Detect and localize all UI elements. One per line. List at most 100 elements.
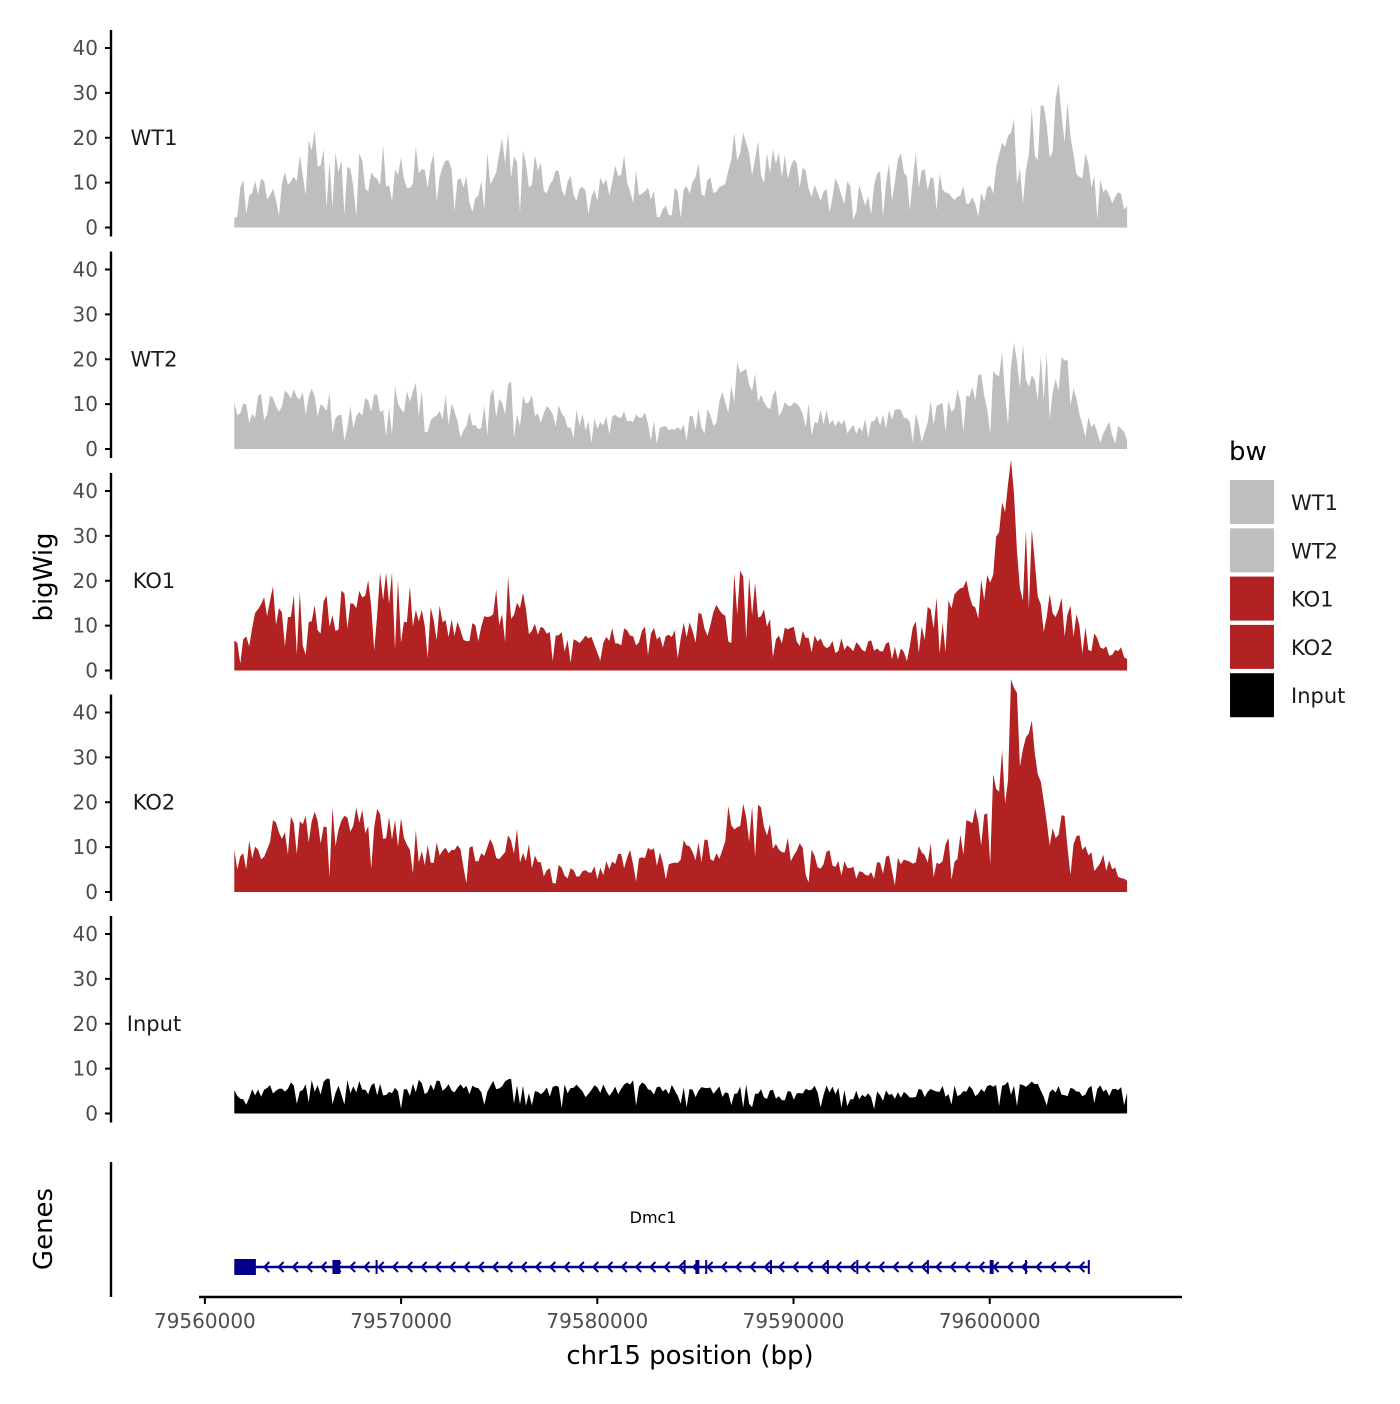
legend-swatch-wt2 [1230, 528, 1274, 573]
y-tick-label: 20 [73, 347, 98, 371]
tracks: 0 10 20 30 40 WT1 0 10 20 30 40 WT2 0 10 20 30 40 KO1 0 10 2… [73, 30, 1128, 1126]
strand-arrow [649, 1261, 657, 1273]
strand-arrow [291, 1261, 299, 1273]
y-tick-label: 20 [73, 126, 98, 150]
gene-exon [769, 1260, 772, 1274]
track-label-wt2: WT2 [131, 347, 178, 371]
area-wt2 [234, 342, 1128, 449]
legend-label-ko2: KO2 [1291, 636, 1334, 660]
strand-arrow [892, 1261, 900, 1273]
genes-panel: Genes Dmc1 [29, 1162, 1090, 1297]
gene-exon [1025, 1260, 1028, 1274]
x-tick-label: 79570000 [350, 1309, 452, 1333]
gene-exon [1087, 1260, 1090, 1274]
strand-arrow [277, 1261, 285, 1273]
strand-arrow [720, 1261, 728, 1273]
strand-arrow [606, 1261, 614, 1273]
y-tick-label: 0 [85, 880, 98, 904]
gene-exon [234, 1259, 256, 1275]
legend-items: WT1 WT2 KO1 KO2 Input [1230, 480, 1345, 718]
strand-arrow [348, 1261, 356, 1273]
strand-arrow [749, 1261, 757, 1273]
y-tick-label: 20 [73, 790, 98, 814]
y-tick-label: 0 [85, 216, 98, 240]
strand-arrow [634, 1261, 642, 1273]
strand-arrow [949, 1261, 957, 1273]
gene-exon [826, 1260, 829, 1274]
strand-arrow [906, 1261, 914, 1273]
strand-arrow [963, 1261, 971, 1273]
strand-arrow [1006, 1261, 1014, 1273]
strand-arrow [677, 1261, 685, 1273]
area-ko1 [234, 459, 1128, 671]
track-ko2: 0 10 20 30 40 KO2 [73, 679, 1128, 904]
legend: bw WT1 WT2 KO1 KO2 Input [1229, 437, 1345, 718]
y-tick-label: 20 [73, 1012, 98, 1036]
strand-arrow [620, 1261, 628, 1273]
y-tick-label: 10 [73, 835, 98, 859]
y-tick-label: 40 [73, 258, 98, 282]
strand-arrow [548, 1261, 557, 1273]
legend-label-input: Input [1291, 684, 1345, 708]
strand-arrow [577, 1261, 585, 1273]
area-ko2 [234, 679, 1128, 892]
strand-arrow [405, 1261, 414, 1273]
strand-arrow [734, 1261, 742, 1273]
y-tick-label: 30 [73, 967, 98, 991]
y-tick-label: 0 [85, 1102, 98, 1126]
strand-arrow [792, 1261, 800, 1273]
strand-arrow [1049, 1261, 1057, 1273]
x-axis-title: chr15 position (bp) [566, 1341, 813, 1371]
strand-arrow [305, 1261, 313, 1273]
strand-arrow [448, 1261, 456, 1273]
track-wt2: 0 10 20 30 40 WT2 [73, 251, 1128, 461]
legend-label-wt1: WT1 [1291, 491, 1338, 515]
strand-arrow [420, 1261, 428, 1273]
strand-arrow [534, 1261, 542, 1273]
strand-arrow [777, 1261, 785, 1273]
gene-exon [695, 1260, 700, 1274]
y-tick-label: 10 [73, 392, 98, 416]
strand-arrow [977, 1261, 986, 1273]
gene-exon [332, 1260, 341, 1274]
strand-arrow [877, 1261, 885, 1273]
track-input: 0 10 20 30 40 Input [73, 916, 1128, 1126]
track-wt1: 0 10 20 30 40 WT1 [73, 30, 1128, 240]
y-tick-label: 40 [73, 36, 98, 60]
strand-arrow [806, 1261, 814, 1273]
y-tick-label: 40 [73, 479, 98, 503]
track-ko1: 0 10 20 30 40 KO1 [73, 459, 1128, 683]
y-tick-label: 30 [73, 302, 98, 326]
y-tick-label: 20 [73, 569, 98, 593]
gene-exon [705, 1260, 708, 1274]
track-label-wt1: WT1 [131, 126, 178, 150]
strand-arrow [820, 1261, 828, 1273]
strand-arrow [506, 1261, 514, 1273]
track-label-input: Input [127, 1012, 181, 1036]
y-tick-label: 10 [73, 614, 98, 638]
gene-exon [683, 1260, 686, 1274]
y-axis-title: bigWig [29, 532, 59, 621]
strand-arrow [1078, 1261, 1086, 1273]
y-tick-label: 10 [73, 171, 98, 195]
legend-title: bw [1229, 437, 1267, 467]
track-label-ko2: KO2 [133, 790, 176, 814]
strand-arrow [262, 1261, 271, 1273]
strand-arrow [935, 1261, 943, 1273]
strand-arrow [706, 1261, 714, 1273]
area-wt1 [234, 83, 1128, 228]
legend-label-ko1: KO1 [1291, 588, 1334, 612]
strand-arrow [863, 1261, 871, 1273]
strand-arrow [320, 1261, 328, 1273]
legend-swatch-wt1 [1230, 480, 1274, 524]
strand-arrow [1063, 1261, 1071, 1273]
strand-arrow [377, 1261, 385, 1273]
strand-arrow [1035, 1261, 1043, 1273]
x-ticks: 79560000 79570000 79580000 79590000 79600000 [154, 1297, 1041, 1333]
x-tick-label: 79590000 [743, 1309, 845, 1333]
area-input [234, 1078, 1128, 1114]
y-tick-label: 30 [73, 81, 98, 105]
strand-arrow [477, 1261, 485, 1273]
y-tick-label: 40 [73, 701, 98, 725]
